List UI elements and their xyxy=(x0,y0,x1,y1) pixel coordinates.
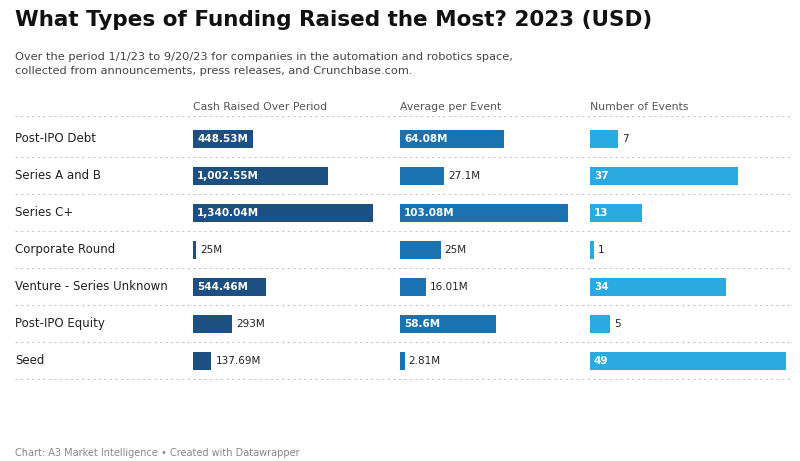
Text: 137.69M: 137.69M xyxy=(215,355,261,366)
Bar xyxy=(590,278,726,296)
Bar xyxy=(590,351,786,370)
Text: Average per Event: Average per Event xyxy=(400,102,502,112)
Bar xyxy=(193,203,373,221)
Bar xyxy=(590,203,642,221)
Text: 64.08M: 64.08M xyxy=(404,134,447,143)
Text: Over the period 1/1/23 to 9/20/23 for companies in the automation and robotics s: Over the period 1/1/23 to 9/20/23 for co… xyxy=(15,52,513,76)
Text: 103.08M: 103.08M xyxy=(404,207,454,218)
Bar xyxy=(193,241,196,259)
Text: Post-IPO Debt: Post-IPO Debt xyxy=(15,132,96,145)
Bar xyxy=(193,166,328,184)
Text: Series A and B: Series A and B xyxy=(15,169,101,182)
Bar xyxy=(590,166,738,184)
Text: Chart: A3 Market Intelligence • Created with Datawrapper: Chart: A3 Market Intelligence • Created … xyxy=(15,448,300,458)
Text: 34: 34 xyxy=(594,282,609,291)
Bar xyxy=(400,130,505,148)
Text: 1,340.04M: 1,340.04M xyxy=(197,207,259,218)
Bar xyxy=(193,278,266,296)
Text: 25M: 25M xyxy=(200,244,222,254)
Text: 49: 49 xyxy=(594,355,609,366)
Text: 25M: 25M xyxy=(445,244,467,254)
Text: 448.53M: 448.53M xyxy=(197,134,248,143)
Text: 2.81M: 2.81M xyxy=(409,355,441,366)
Text: 7: 7 xyxy=(622,134,629,143)
Text: 13: 13 xyxy=(594,207,609,218)
Bar xyxy=(193,130,254,148)
Text: Seed: Seed xyxy=(15,354,44,367)
Text: 37: 37 xyxy=(594,171,609,181)
Text: What Types of Funding Raised the Most? 2023 (USD): What Types of Funding Raised the Most? 2… xyxy=(15,10,652,30)
Text: 27.1M: 27.1M xyxy=(448,171,480,181)
Bar xyxy=(193,314,232,332)
Bar xyxy=(590,241,594,259)
Bar xyxy=(193,351,211,370)
Bar xyxy=(400,278,426,296)
Text: Series C+: Series C+ xyxy=(15,206,74,219)
Text: Corporate Round: Corporate Round xyxy=(15,243,115,256)
Bar xyxy=(400,203,568,221)
Text: Venture - Series Unknown: Venture - Series Unknown xyxy=(15,280,168,293)
Bar xyxy=(590,130,618,148)
Bar xyxy=(590,314,610,332)
Bar xyxy=(400,166,444,184)
Text: 16.01M: 16.01M xyxy=(430,282,469,291)
Text: 1,002.55M: 1,002.55M xyxy=(197,171,259,181)
Text: 1: 1 xyxy=(598,244,605,254)
Bar xyxy=(400,351,405,370)
Bar xyxy=(400,314,495,332)
Text: 5: 5 xyxy=(614,319,621,329)
Text: 293M: 293M xyxy=(236,319,265,329)
Text: 544.46M: 544.46M xyxy=(197,282,248,291)
Text: 58.6M: 58.6M xyxy=(404,319,440,329)
Text: Cash Raised Over Period: Cash Raised Over Period xyxy=(193,102,327,112)
Bar xyxy=(400,241,441,259)
Text: Number of Events: Number of Events xyxy=(590,102,688,112)
Text: Post-IPO Equity: Post-IPO Equity xyxy=(15,317,105,330)
